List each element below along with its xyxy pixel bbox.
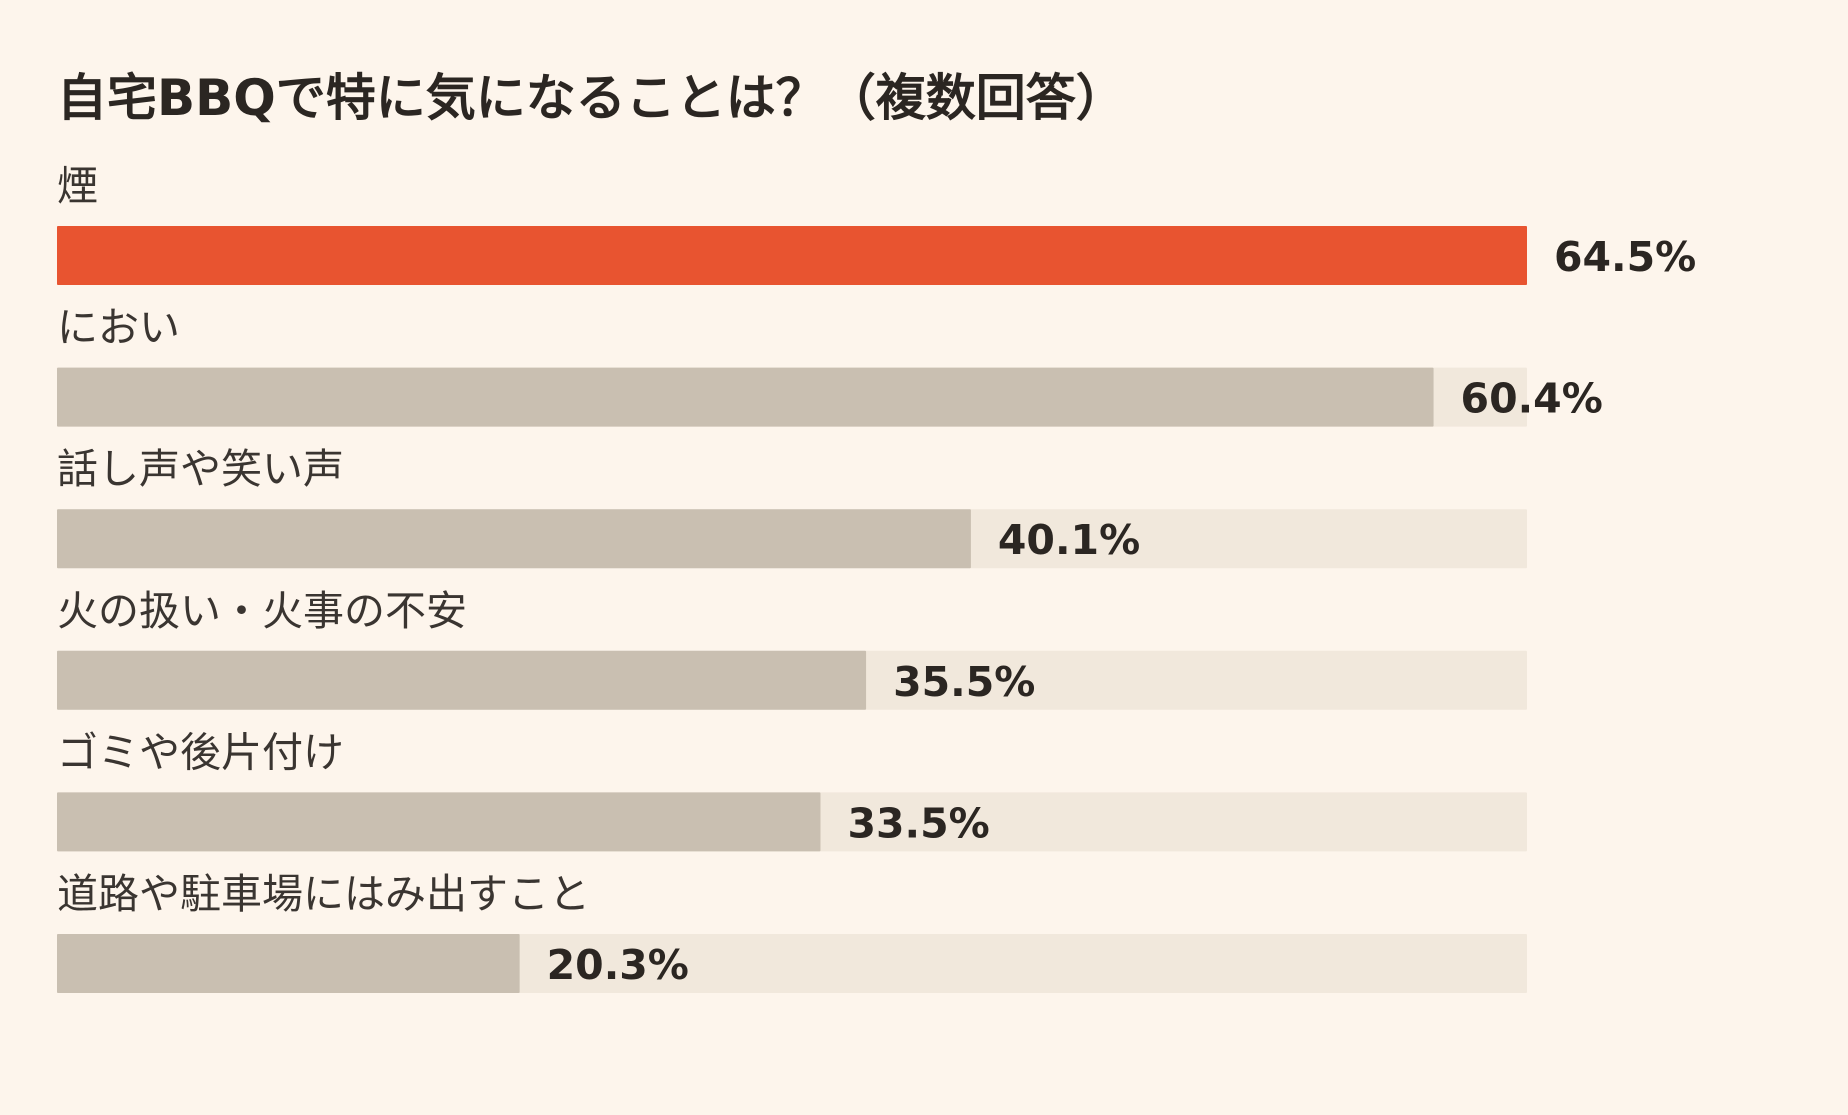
bar bbox=[57, 650, 867, 710]
value-label: 40.1% bbox=[998, 516, 1140, 564]
bars-layer: 煙 64.5% におい 60.4% 話し声や笑い声 40.1% 火の扱い・火事の不安 35.5… bbox=[57, 162, 1696, 993]
value-label: 20.3% bbox=[547, 941, 689, 989]
value-label: 60.4% bbox=[1461, 375, 1603, 423]
bar-highlight bbox=[57, 226, 1527, 285]
chart-title: 自宅BBQで特に気になることは？（複数回答） bbox=[57, 69, 1126, 127]
bar bbox=[57, 792, 821, 852]
bar bbox=[57, 509, 971, 569]
category-label: 火の扱い・火事の不安 bbox=[57, 587, 467, 635]
value-label: 64.5% bbox=[1554, 233, 1696, 281]
category-label: 道路や駐車場にはみ出すこと bbox=[57, 870, 590, 918]
value-label: 33.5% bbox=[847, 799, 989, 847]
category-label: 煙 bbox=[57, 162, 98, 210]
category-label: におい bbox=[57, 304, 180, 352]
category-label: ゴミや後片付け bbox=[57, 728, 344, 776]
category-label: 話し声や笑い声 bbox=[57, 445, 344, 493]
value-label: 35.5% bbox=[893, 658, 1035, 706]
bar bbox=[57, 934, 520, 993]
bar bbox=[57, 367, 1434, 427]
